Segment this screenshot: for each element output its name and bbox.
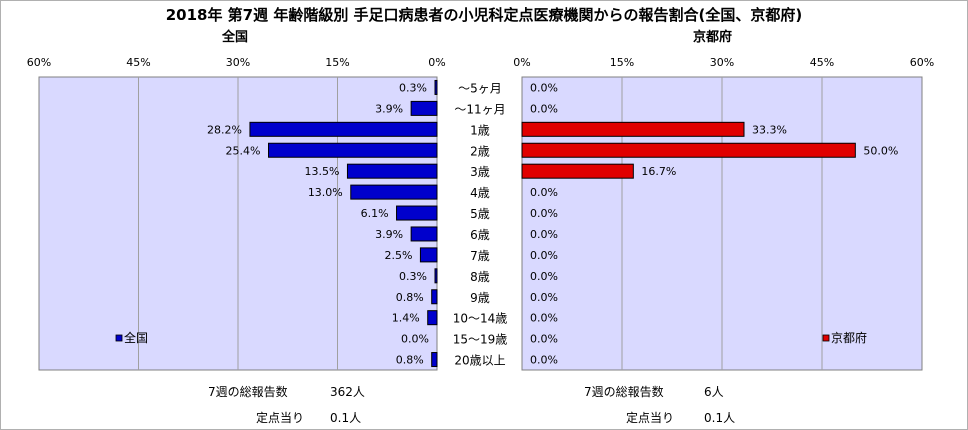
national-value-label: 0.3% [399, 270, 427, 283]
national-tick-label: 15% [325, 56, 349, 69]
national-per-label: 定点当り [256, 411, 305, 425]
national-tick-label: 0% [428, 56, 445, 69]
kyoto-value-label: 0.0% [530, 207, 558, 220]
national-value-label: 13.5% [304, 165, 339, 178]
kyoto-value-label: 16.7% [641, 165, 676, 178]
national-value-label: 2.5% [384, 249, 412, 262]
category-label: 3歳 [470, 165, 490, 179]
national-bar [431, 352, 438, 368]
category-label: 7歳 [470, 249, 490, 263]
category-label: 2歳 [470, 144, 490, 158]
national-bar [434, 79, 438, 95]
kyoto-total-value: 6人 [704, 385, 724, 399]
category-label: 10～14歳 [453, 312, 508, 326]
kyoto-value-label: 0.0% [530, 354, 558, 367]
subtitle-kyoto: 京都府 [693, 30, 733, 45]
national-bar [249, 121, 438, 137]
national-bar [350, 184, 438, 200]
national-total-label: 7週の総報告数 [208, 385, 288, 399]
national-bar [427, 310, 438, 326]
kyoto-per-label: 定点当り [626, 411, 675, 425]
national-bar [434, 268, 438, 284]
national-tick-label: 60% [27, 56, 51, 69]
kyoto-tick-label: 30% [710, 56, 734, 69]
national-value-label: 28.2% [207, 123, 242, 136]
national-value-label: 0.3% [399, 81, 427, 94]
national-tick-label: 45% [126, 56, 150, 69]
kyoto-value-label: 33.3% [752, 123, 787, 136]
kyoto-value-label: 0.0% [530, 102, 558, 115]
national-bar [419, 247, 438, 263]
category-label: 5歳 [470, 207, 490, 221]
kyoto-value-label: 0.0% [530, 333, 558, 346]
category-label: 4歳 [470, 186, 490, 200]
kyoto-value-label: 0.0% [530, 228, 558, 241]
kyoto-value-label: 50.0% [863, 144, 898, 157]
kyoto-value-label: 0.0% [530, 81, 558, 94]
national-value-label: 6.1% [361, 207, 389, 220]
national-value-label: 3.9% [375, 228, 403, 241]
kyoto-bar [521, 121, 745, 137]
national-value-label: 13.0% [308, 186, 343, 199]
national-bar [268, 142, 438, 158]
kyoto-bar [521, 163, 634, 179]
kyoto-tick-label: 60% [910, 56, 934, 69]
kyoto-legend-label: 京都府 [831, 330, 867, 345]
kyoto-legend-swatch [822, 334, 830, 342]
subtitle-national: 全国 [222, 30, 249, 45]
kyoto-total-label: 7週の総報告数 [584, 385, 664, 399]
kyoto-value-label: 0.0% [530, 270, 558, 283]
national-bar [346, 163, 438, 179]
category-label: 1歳 [470, 123, 490, 137]
national-tick-label: 30% [226, 56, 250, 69]
kyoto-value-label: 0.0% [530, 312, 558, 325]
kyoto-per-value: 0.1人 [704, 411, 736, 425]
national-value-label: 0.0% [401, 333, 429, 346]
national-legend-label: 全国 [124, 330, 148, 345]
national-bar [396, 205, 438, 221]
kyoto-value-label: 0.0% [530, 291, 558, 304]
national-total-value: 362人 [330, 385, 365, 399]
national-bar [410, 226, 438, 242]
national-bar [410, 100, 438, 116]
chart-title: 2018年 第7週 年齢階級別 手足口病患者の小児科定点医療機関からの報告割合(… [165, 6, 803, 24]
national-per-value: 0.1人 [330, 411, 362, 425]
national-bar [431, 289, 438, 305]
kyoto-value-label: 0.0% [530, 249, 558, 262]
category-label: 6歳 [470, 228, 490, 242]
category-label: 9歳 [470, 291, 490, 305]
category-label: 15～19歳 [453, 333, 508, 347]
national-value-label: 25.4% [226, 144, 261, 157]
category-label: 20歳以上 [454, 354, 505, 368]
kyoto-tick-label: 45% [810, 56, 834, 69]
kyoto-value-label: 0.0% [530, 186, 558, 199]
category-label: 8歳 [470, 270, 490, 284]
kyoto-tick-label: 0% [513, 56, 530, 69]
national-value-label: 3.9% [375, 102, 403, 115]
category-label: ～11ヶ月 [454, 102, 505, 116]
national-legend-swatch [115, 334, 123, 342]
national-value-label: 0.8% [396, 291, 424, 304]
category-label: ～5ヶ月 [458, 81, 502, 95]
national-value-label: 1.4% [392, 312, 420, 325]
kyoto-bar [521, 142, 856, 158]
national-value-label: 0.8% [396, 354, 424, 367]
kyoto-tick-label: 15% [610, 56, 634, 69]
